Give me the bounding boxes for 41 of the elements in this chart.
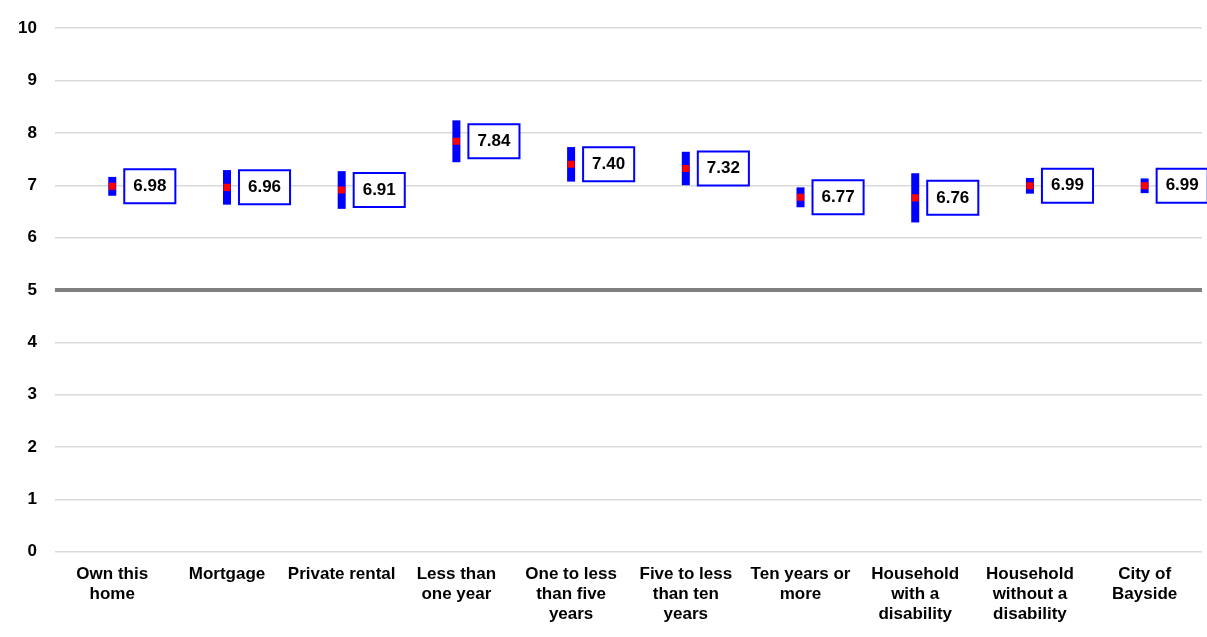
data-label: 7.40 [592, 154, 626, 174]
point [452, 137, 460, 145]
y-tick-label: 4 [27, 332, 38, 352]
x-tick-label: Own this home [76, 563, 149, 604]
data-label: 6.98 [133, 176, 167, 196]
data-label: 6.99 [1165, 175, 1199, 195]
data-label: 6.96 [247, 177, 282, 197]
data-label: 6.77 [821, 187, 855, 207]
y-tick-label: 0 [27, 541, 37, 561]
point [567, 160, 575, 168]
data-label: 6.76 [936, 187, 970, 207]
data-label: 6.91 [362, 179, 396, 199]
y-tick-label: 5 [27, 279, 37, 299]
point [682, 164, 690, 173]
data-label: 7.32 [706, 158, 740, 178]
y-tick-label: 1 [27, 489, 37, 509]
point [1026, 182, 1034, 190]
x-tick-label: Five to less than ten years [639, 563, 733, 624]
x-tick-label: City of Bayside [1112, 563, 1178, 604]
point [911, 194, 919, 202]
point [1141, 182, 1149, 190]
point [223, 183, 231, 191]
data-label: 7.84 [477, 130, 512, 150]
y-tick-label: 8 [27, 122, 37, 142]
y-tick-label: 2 [27, 436, 37, 456]
point [796, 193, 805, 201]
y-tick-label: 7 [27, 174, 37, 194]
y-tick-label: 9 [27, 70, 37, 90]
data-label: 6.99 [1050, 175, 1085, 195]
x-tick-label: Private rental [287, 563, 396, 583]
x-tick-label: Less than one year [416, 563, 497, 604]
point [338, 186, 346, 194]
x-tick-label: Household with a disability [871, 563, 960, 624]
point [108, 182, 116, 190]
x-tick-label: Household without a disability [986, 563, 1074, 624]
x-tick-label: One to less than five years [525, 563, 617, 624]
y-tick-label: 10 [17, 17, 37, 37]
x-tick-label: Mortgage [188, 563, 266, 583]
x-tick-label: Ten years or more [750, 563, 851, 604]
y-tick-label: 3 [27, 384, 37, 404]
y-tick-label: 6 [27, 227, 37, 247]
